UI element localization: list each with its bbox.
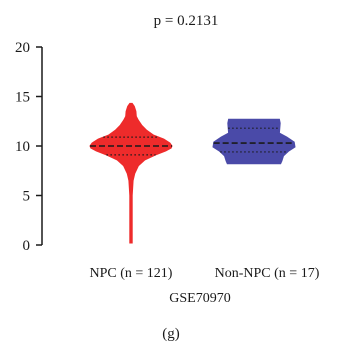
x-tick-label-npc: NPC (n = 121) <box>90 266 173 281</box>
violin-non-npc <box>212 118 296 165</box>
y-tick-label: 0 <box>23 238 31 254</box>
y-axis-ticks: 0 5 10 15 20 <box>15 40 42 254</box>
x-axis-tick-labels: NPC (n = 121) Non-NPC (n = 17) <box>90 266 320 281</box>
panel-label: (g) <box>162 326 180 342</box>
y-tick-label: 5 <box>23 189 31 205</box>
y-axis: 0 5 10 15 20 <box>15 40 43 254</box>
x-tick-label-non-npc: Non-NPC (n = 17) <box>215 266 320 281</box>
violin-npc <box>89 102 173 244</box>
violin-series <box>89 102 296 244</box>
chart-title: p = 0.2131 <box>154 13 219 29</box>
x-axis-label: GSE70970 <box>169 291 230 306</box>
y-tick-label: 10 <box>15 139 30 155</box>
y-tick-label: 20 <box>15 40 30 56</box>
y-tick-label: 15 <box>15 90 30 106</box>
